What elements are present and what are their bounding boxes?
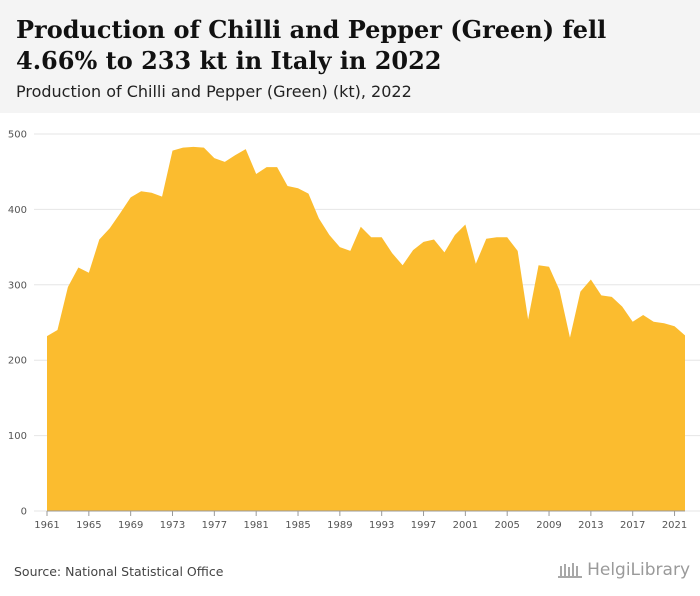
y-tick-label: 200 <box>8 356 27 367</box>
logo-text: HelgiLibrary <box>587 560 690 580</box>
x-tick-label: 2021 <box>662 520 687 528</box>
x-tick-label: 2001 <box>453 520 478 528</box>
x-tick-label: 1969 <box>118 520 143 528</box>
x-tick-label: 2017 <box>620 520 645 528</box>
y-tick-label: 0 <box>21 507 27 518</box>
x-tick-label: 1977 <box>202 520 227 528</box>
chart: 0 100 200 300 400 500 1961 1965 1969 1973 1977 198… <box>8 130 700 528</box>
y-tick-label: 100 <box>8 431 27 442</box>
x-tick-label: 1981 <box>243 520 268 528</box>
logo: HelgiLibrary <box>557 560 690 580</box>
x-tick-label: 1985 <box>285 520 310 528</box>
header: Production of Chilli and Pepper (Green) … <box>0 0 700 113</box>
chart-subtitle: Production of Chilli and Pepper (Green) … <box>16 82 412 101</box>
library-icon <box>558 563 583 578</box>
x-tick-label: 2009 <box>536 520 561 528</box>
source-note: Source: National Statistical Office <box>14 564 224 579</box>
x-axis: 1961 1965 1969 1973 1977 1981 1985 1989 1993 1997… <box>34 510 687 528</box>
y-tick-label: 300 <box>8 280 27 291</box>
x-tick-label: 1973 <box>160 520 185 528</box>
x-tick-label: 1965 <box>76 520 101 528</box>
y-tick-label: 500 <box>8 130 27 141</box>
x-tick-label: 1997 <box>411 520 436 528</box>
x-tick-label: 2013 <box>578 520 603 528</box>
x-tick-label: 2005 <box>494 520 519 528</box>
y-tick-label: 400 <box>8 205 27 216</box>
page-title: Production of Chilli and Pepper (Green) … <box>16 15 607 75</box>
x-tick-label: 1989 <box>327 520 352 528</box>
x-tick-label: 1961 <box>34 520 59 528</box>
x-tick-label: 1993 <box>369 520 394 528</box>
y-axis: 0 100 200 300 400 500 <box>8 130 27 518</box>
area-series <box>47 146 685 511</box>
